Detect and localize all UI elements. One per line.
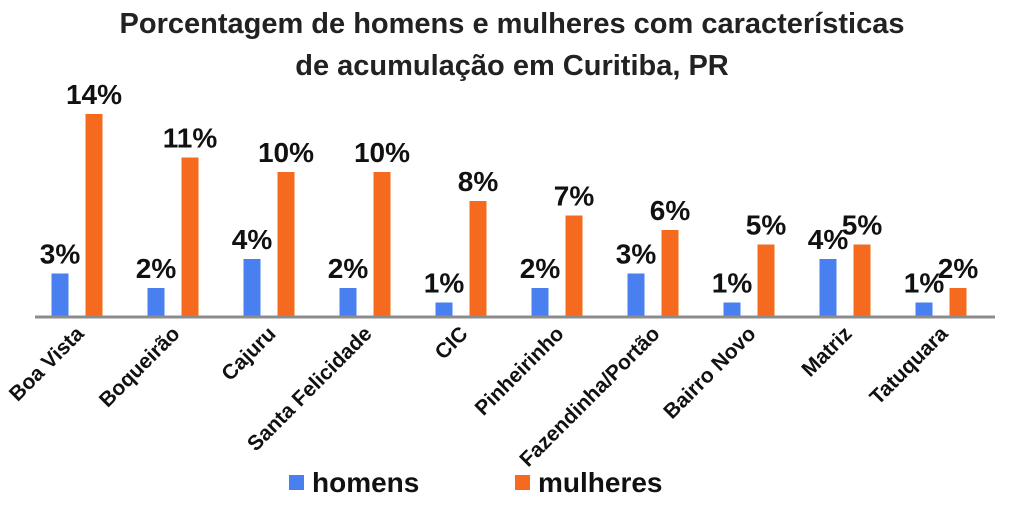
data-label-mulheres-6: 6% [650,195,691,226]
bar-mulheres-8 [853,244,871,317]
data-label-mulheres-5: 7% [554,181,595,212]
bar-homens-5 [531,288,549,317]
data-label-mulheres-4: 8% [458,166,499,197]
data-label-homens-2: 4% [232,224,273,255]
data-label-homens-6: 3% [616,239,657,270]
bar-homens-6 [627,273,645,317]
x-tick-label-4: CIC [431,322,473,364]
legend-label-homens: homens [312,467,419,498]
bar-homens-2 [243,259,261,317]
bar-homens-9 [915,302,933,317]
bar-homens-8 [819,259,837,317]
data-label-homens-8: 4% [808,224,849,255]
legend-label-mulheres: mulheres [538,467,663,498]
legend-swatch-mulheres [515,475,530,490]
x-tick-label-9: Tatuquara [866,322,953,409]
bar-homens-4 [435,302,453,317]
bar-mulheres-0 [85,114,103,317]
data-label-homens-7: 1% [712,268,753,299]
bar-mulheres-2 [277,172,295,317]
data-label-mulheres-3: 10% [354,137,410,168]
x-tick-label-8: Matriz [797,322,856,381]
chart-subtitle: de acumulação em Curitiba, PR [295,50,729,82]
data-label-mulheres-0: 14% [66,79,122,110]
x-tick-label-1: Boqueirão [95,322,185,412]
bar-mulheres-3 [373,172,391,317]
bar-mulheres-7 [757,244,775,317]
bar-mulheres-9 [949,288,967,317]
bar-mulheres-4 [469,201,487,317]
bar-homens-3 [339,288,357,317]
data-label-homens-4: 1% [424,268,465,299]
bar-homens-7 [723,302,741,317]
data-label-homens-9: 1% [904,268,945,299]
legend-swatch-homens [289,475,304,490]
data-label-mulheres-2: 10% [258,137,314,168]
data-label-homens-3: 2% [328,253,369,284]
data-label-mulheres-1: 11% [163,123,218,154]
data-label-mulheres-7: 5% [746,210,787,241]
bar-homens-0 [51,273,69,317]
bar-homens-1 [147,288,165,317]
bar-mulheres-6 [661,230,679,317]
x-tick-label-7: Bairro Novo [659,322,760,423]
bar-mulheres-1 [181,157,199,317]
x-tick-label-0: Boa Vista [5,322,89,406]
data-label-homens-0: 3% [40,239,81,270]
x-tick-label-2: Cajuru [217,322,280,385]
data-label-mulheres-9: 2% [938,253,979,284]
x-tick-label-5: Pinheirinho [471,322,569,420]
data-label-mulheres-8: 5% [842,210,883,241]
data-label-homens-5: 2% [520,253,561,284]
bar-mulheres-5 [565,215,583,317]
data-label-homens-1: 2% [136,253,177,284]
chart-title: Porcentagem de homens e mulheres com car… [119,8,905,40]
